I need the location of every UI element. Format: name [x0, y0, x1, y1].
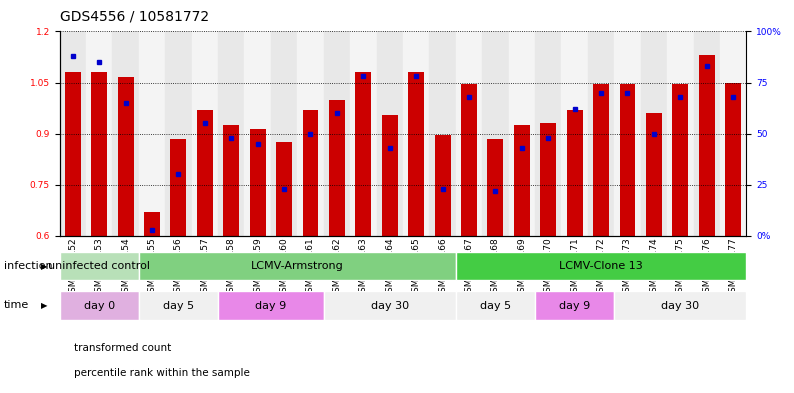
Bar	[673, 84, 688, 236]
Bar	[113, 31, 139, 236]
Bar	[350, 31, 376, 236]
Text: percentile rank within the sample: percentile rank within the sample	[74, 368, 250, 378]
Bar	[408, 72, 424, 236]
Bar	[461, 84, 477, 236]
Bar	[535, 31, 561, 236]
Bar	[356, 72, 372, 236]
FancyBboxPatch shape	[535, 292, 615, 320]
Text: ▶: ▶	[41, 301, 48, 310]
Bar	[250, 129, 265, 236]
Bar	[382, 115, 398, 236]
Bar	[165, 31, 191, 236]
Bar	[276, 142, 292, 236]
Text: day 9: day 9	[559, 301, 590, 310]
Bar	[329, 99, 345, 236]
Bar	[641, 31, 667, 236]
Bar	[65, 72, 81, 236]
Bar	[667, 31, 693, 236]
Bar	[197, 110, 213, 236]
FancyBboxPatch shape	[218, 292, 324, 320]
Bar	[456, 31, 482, 236]
Bar	[567, 110, 583, 236]
Bar	[139, 31, 165, 236]
Bar	[60, 31, 86, 236]
FancyBboxPatch shape	[324, 292, 456, 320]
Bar	[720, 31, 746, 236]
Bar	[725, 83, 741, 236]
Bar	[488, 139, 503, 236]
FancyBboxPatch shape	[615, 292, 746, 320]
Bar	[434, 135, 450, 236]
Bar	[245, 31, 271, 236]
FancyBboxPatch shape	[60, 292, 139, 320]
Bar	[376, 31, 403, 236]
Text: day 9: day 9	[255, 301, 287, 310]
Bar	[588, 31, 615, 236]
Bar	[118, 77, 133, 236]
Bar	[218, 31, 245, 236]
Bar	[297, 31, 324, 236]
Text: day 30: day 30	[371, 301, 409, 310]
Text: day 5: day 5	[163, 301, 194, 310]
Bar	[144, 212, 160, 236]
Bar	[430, 31, 456, 236]
FancyBboxPatch shape	[456, 252, 746, 281]
Bar	[646, 113, 662, 236]
Bar	[271, 31, 297, 236]
Bar	[91, 72, 107, 236]
Bar	[86, 31, 113, 236]
Bar	[699, 55, 715, 236]
Text: time: time	[4, 300, 29, 310]
Bar	[324, 31, 350, 236]
Text: LCMV-Armstrong: LCMV-Armstrong	[251, 261, 344, 271]
Bar	[615, 31, 641, 236]
Bar	[223, 125, 239, 236]
FancyBboxPatch shape	[456, 292, 535, 320]
Bar	[619, 84, 635, 236]
Text: LCMV-Clone 13: LCMV-Clone 13	[559, 261, 643, 271]
Bar	[693, 31, 720, 236]
Bar	[593, 84, 609, 236]
FancyBboxPatch shape	[60, 252, 139, 281]
Bar	[482, 31, 509, 236]
Text: GDS4556 / 10581772: GDS4556 / 10581772	[60, 10, 209, 24]
Bar	[303, 110, 318, 236]
Bar	[403, 31, 430, 236]
Bar	[514, 125, 530, 236]
FancyBboxPatch shape	[139, 252, 456, 281]
Text: uninfected control: uninfected control	[48, 261, 150, 271]
Text: infection: infection	[4, 261, 52, 271]
Text: day 30: day 30	[661, 301, 700, 310]
Text: ▶: ▶	[41, 262, 48, 270]
Bar	[540, 123, 556, 236]
Bar	[509, 31, 535, 236]
Text: day 5: day 5	[480, 301, 511, 310]
Bar	[171, 139, 187, 236]
Bar	[191, 31, 218, 236]
Text: transformed count: transformed count	[74, 343, 171, 353]
Text: day 0: day 0	[83, 301, 115, 310]
FancyBboxPatch shape	[139, 292, 218, 320]
Bar	[561, 31, 588, 236]
